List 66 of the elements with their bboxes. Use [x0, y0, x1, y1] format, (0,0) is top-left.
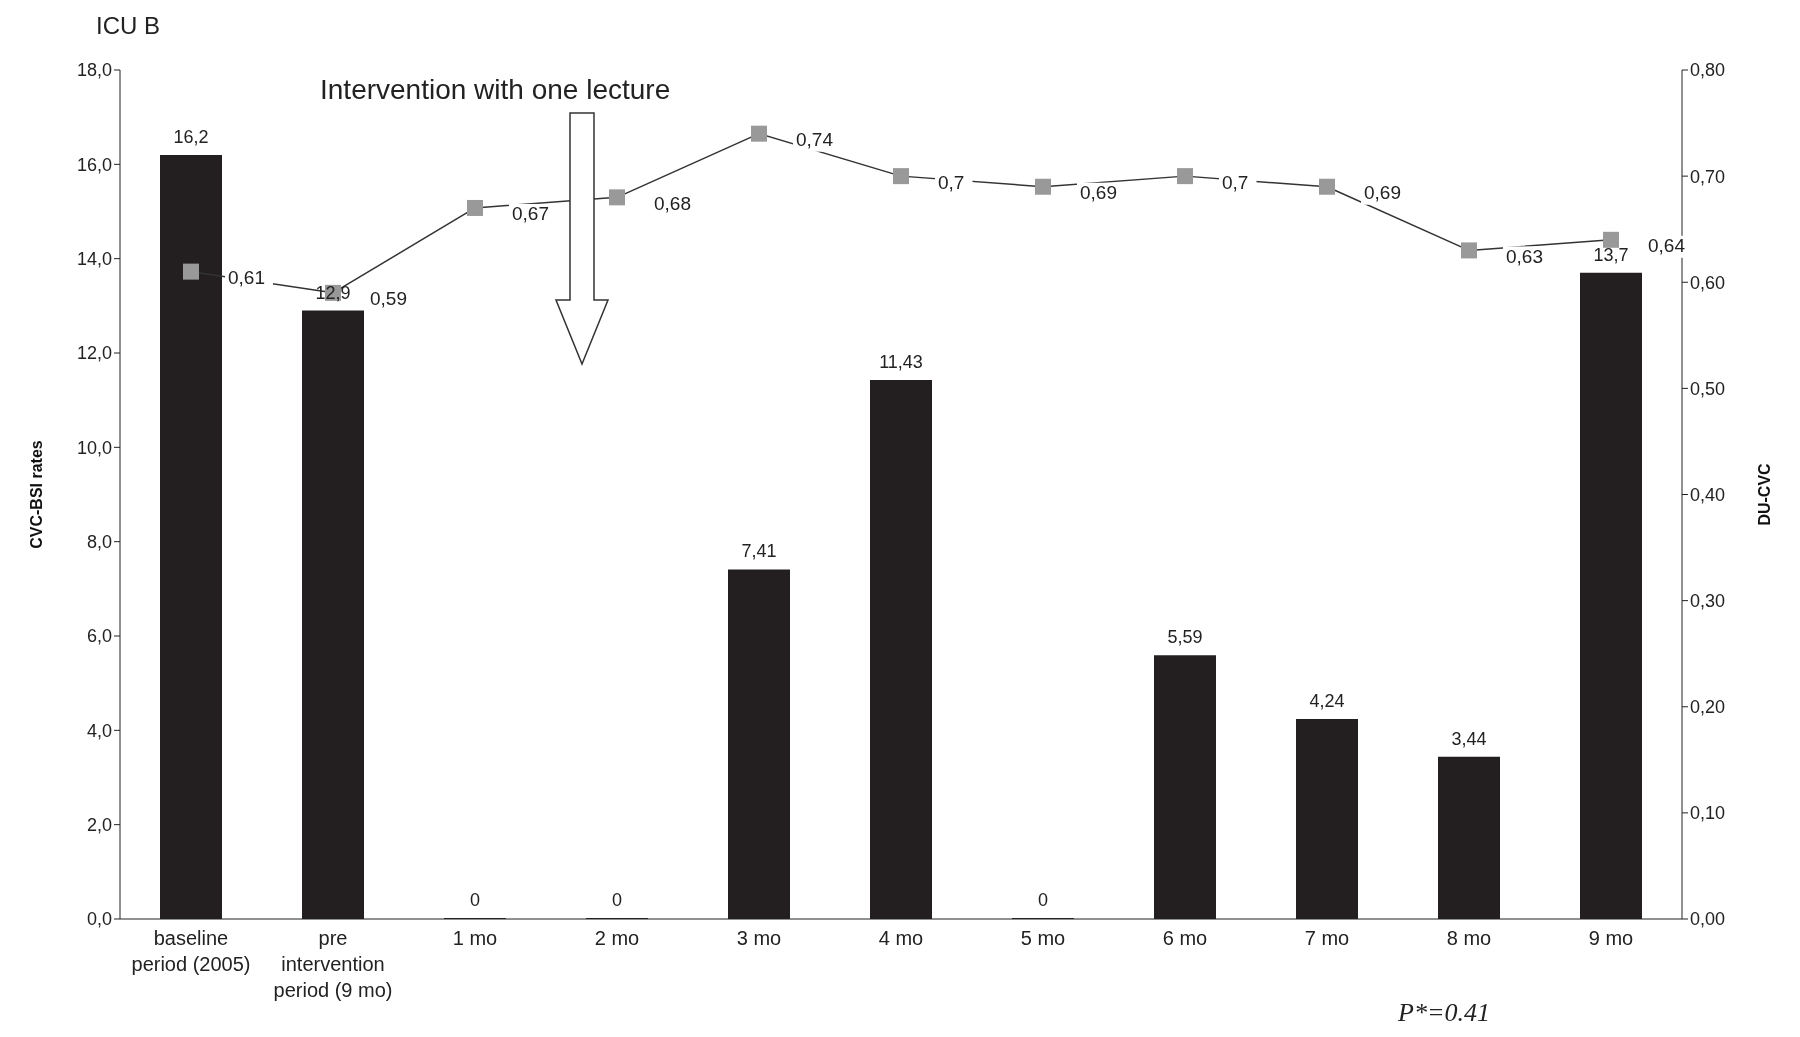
- y-tick-label: 10,0: [76, 437, 112, 458]
- data-label: 3,44: [1451, 728, 1487, 749]
- data-label: 0,68: [654, 192, 691, 214]
- y-tick-label: 0,0: [86, 909, 112, 930]
- y2-tick-label: 0,30: [1690, 591, 1726, 612]
- data-label: 5,59: [1167, 627, 1203, 648]
- point: [1603, 231, 1619, 248]
- point: [751, 125, 767, 142]
- x-tick-label: 3 mo: [736, 927, 782, 949]
- point: [183, 263, 199, 280]
- point: [1035, 178, 1051, 195]
- y-tick-label: 16,0: [76, 154, 112, 175]
- data-label: 0: [611, 890, 623, 910]
- data-label: 0,59: [370, 288, 407, 310]
- annotation: Intervention with one lecture: [320, 74, 671, 106]
- text: P*=0.41: [1398, 998, 1490, 1028]
- x-tick-label: 1 mo: [452, 927, 498, 949]
- data-label: 0,67: [512, 203, 549, 225]
- point: [467, 199, 483, 216]
- y-tick-label: 12,0: [76, 343, 112, 364]
- y2-tick-label: 0,00: [1690, 909, 1726, 930]
- point: [1461, 242, 1477, 259]
- x-tick-label: 9 mo: [1588, 927, 1634, 949]
- point: [1319, 178, 1335, 195]
- data-label: 0,63: [1506, 245, 1543, 267]
- x-tick-label: 7 mo: [1304, 927, 1350, 949]
- y-tick-label: 4,0: [86, 720, 112, 741]
- y-tick-label: 6,0: [86, 626, 112, 647]
- data-label: 0,69: [1080, 182, 1117, 204]
- x-tick-label: 8 mo: [1446, 927, 1492, 949]
- x-tick-label: baseline period (2005): [131, 927, 251, 975]
- point: [893, 168, 909, 185]
- y2-tick-label: 0,10: [1690, 803, 1726, 824]
- x-tick-label: 2 mo: [594, 927, 640, 949]
- y-tick-label: 8,0: [86, 532, 112, 553]
- data-label: 7,41: [741, 541, 777, 562]
- y-axis-title: CVC-BSI rates: [27, 440, 45, 549]
- y2-tick-label: 0,40: [1690, 484, 1726, 505]
- y2-axis-title: DU-CVC: [1755, 462, 1773, 526]
- data-label: 0,74: [796, 129, 834, 151]
- data-label: 13,7: [1593, 244, 1629, 265]
- data-label: 0: [1037, 890, 1049, 910]
- y2-tick-label: 0,80: [1690, 60, 1726, 81]
- chart-title: ICU B: [96, 12, 161, 40]
- x-tick-label: 5 mo: [1020, 927, 1066, 949]
- y2-tick-label: 0,50: [1690, 378, 1726, 399]
- data-label: 0,61: [228, 267, 265, 289]
- y2-tick-label: 0,60: [1690, 272, 1726, 293]
- data-label: 0,69: [1364, 182, 1401, 204]
- data-label: 11,43: [879, 351, 923, 372]
- y2-tick-label: 0,70: [1690, 166, 1726, 187]
- point: [1177, 168, 1193, 185]
- data-label: 0,7: [938, 171, 965, 193]
- data-label: 0,7: [1222, 171, 1249, 193]
- x-tick-label: pre intervention period (9 mo): [273, 927, 393, 1001]
- y-tick-label: 2,0: [86, 815, 112, 836]
- data-label: 4,24: [1309, 691, 1345, 712]
- y-tick-label: 14,0: [76, 249, 112, 270]
- point: [609, 189, 625, 206]
- data-label: 0: [469, 890, 481, 910]
- data-label: 0,64: [1648, 235, 1686, 257]
- data-label: 16,2: [173, 126, 209, 147]
- x-tick-label: 4 mo: [878, 927, 924, 949]
- y2-tick-label: 0,20: [1690, 697, 1726, 718]
- x-tick-label: 6 mo: [1162, 927, 1208, 949]
- y-tick-label: 18,0: [76, 60, 112, 81]
